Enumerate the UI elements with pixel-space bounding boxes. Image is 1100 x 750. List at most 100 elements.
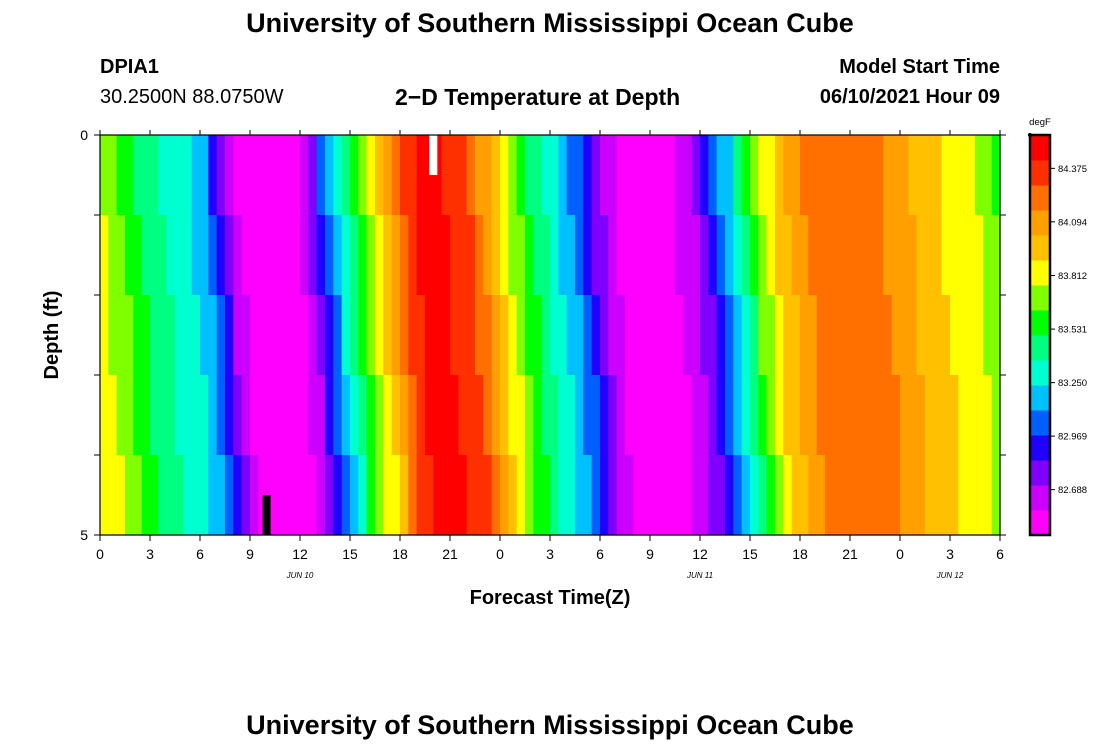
heatmap-cell (225, 135, 234, 216)
heatmap-cell (891, 215, 901, 296)
heatmap-cell (183, 135, 193, 216)
heatmap-cell (600, 135, 609, 216)
x-tick-label: 18 (392, 546, 408, 562)
axes: 0 3 6 9 12 15 18 21 0 3 6 9 12 15 18 21 0 3 6 JUN 10 JUN 11 J… (80, 127, 1006, 580)
heatmap-cell (675, 375, 684, 456)
heatmap-cell (608, 375, 618, 456)
heatmap-cell (941, 295, 951, 376)
heatmap-cell (366, 135, 376, 216)
heatmap-cell (200, 375, 209, 456)
y-tick-label: 5 (80, 527, 88, 543)
heatmap-cell (391, 135, 401, 216)
heatmap-cell (791, 455, 801, 536)
heatmap-cell (516, 375, 526, 456)
heatmap-cell (666, 455, 676, 536)
y-tick-label: 0 (80, 127, 88, 143)
heatmap-cell (841, 135, 851, 216)
heatmap-cell (408, 455, 418, 536)
heatmap-cell (508, 455, 518, 536)
heatmap-cell (200, 215, 209, 296)
heatmap-cell (733, 375, 743, 456)
colorbar-tick-label: 84.094 (1058, 217, 1087, 228)
heatmap-cell (750, 455, 759, 536)
heatmap-cell (508, 295, 518, 376)
heatmap-cell (466, 215, 476, 296)
heatmap-cell (650, 215, 659, 296)
heatmap-cell (891, 375, 901, 456)
heatmap-cell (333, 295, 343, 376)
heatmap-cell (358, 135, 368, 216)
station-coordinates: 30.2500N 88.0750W (100, 86, 284, 108)
heatmap-cell (375, 135, 384, 216)
heatmap-cell (241, 375, 251, 456)
heatmap-cell (616, 135, 626, 216)
heatmap-cell (100, 135, 109, 216)
heatmap-cell (275, 135, 284, 216)
heatmap-cell (125, 135, 134, 216)
heatmap-cell (158, 295, 168, 376)
heatmap-cell (475, 375, 484, 456)
heatmap-cell (491, 375, 501, 456)
heatmap-cell (450, 135, 459, 216)
heatmap-cell (991, 215, 1001, 296)
heatmap-cell (716, 135, 726, 216)
heatmap-cell (266, 455, 276, 536)
heatmap-cell (841, 215, 851, 296)
heatmap-cell (291, 455, 301, 536)
heatmap-cell (708, 455, 718, 536)
heatmap-cell (766, 455, 776, 536)
heatmap-cell (816, 215, 826, 296)
heatmap-cell (858, 215, 868, 296)
heatmap-cell (866, 295, 876, 376)
heatmap-cell (783, 375, 793, 456)
heatmap-cell (141, 215, 151, 296)
heatmap-cell (225, 215, 234, 296)
heatmap-cell (983, 215, 993, 296)
heatmap-cell (758, 455, 768, 536)
heatmap-cell (925, 455, 934, 536)
heatmap-cell (416, 455, 426, 536)
heatmap-cell (833, 135, 843, 216)
heatmap-cell (291, 215, 301, 296)
heatmap-cell (166, 455, 176, 536)
heatmap-cell (300, 455, 309, 536)
heatmap-cell (291, 375, 301, 456)
heatmap-cell (466, 135, 476, 216)
heatmap-cell (308, 135, 318, 216)
heatmap-cell (625, 215, 634, 296)
heatmap-cell (816, 375, 826, 456)
heatmap-cell (308, 455, 318, 536)
heatmap-cell (383, 215, 393, 296)
colorbar-unit: degF (1029, 117, 1051, 128)
heatmap-cell (950, 455, 959, 536)
heatmap-cell (383, 135, 393, 216)
heatmap-cell (741, 135, 751, 216)
heatmap-cell (133, 455, 143, 536)
heatmap-cell (300, 135, 309, 216)
heatmap-cell (825, 215, 834, 296)
heatmap-cell (875, 455, 884, 536)
colorbar: degF 84.375 84.094 83.812 83.531 83.250 82.969… (1028, 117, 1087, 537)
heatmap-cell (133, 375, 143, 456)
heatmap-cell (975, 295, 984, 376)
heatmap-cell (408, 215, 418, 296)
x-tick-label: 0 (496, 546, 504, 562)
x-tick-label: 6 (196, 546, 204, 562)
heatmap-cell (850, 455, 859, 536)
heatmap-cell (591, 215, 601, 296)
heatmap-cell (350, 215, 359, 296)
heatmap-cell (883, 135, 893, 216)
heatmap-cell (441, 135, 451, 216)
heatmap-cell (550, 135, 559, 216)
heatmap-cell (908, 215, 918, 296)
heatmap-cell (558, 375, 568, 456)
heatmap-cell (100, 455, 109, 536)
heatmap-cell (491, 135, 501, 216)
heatmap-cell (525, 135, 534, 216)
heatmap-cell (383, 455, 393, 536)
heatmap-cell (316, 295, 326, 376)
heatmap-cell (341, 135, 351, 216)
heatmap-cell (391, 295, 401, 376)
heatmap-cell (133, 135, 143, 216)
colorbar-tick-label: 83.812 (1058, 271, 1087, 282)
